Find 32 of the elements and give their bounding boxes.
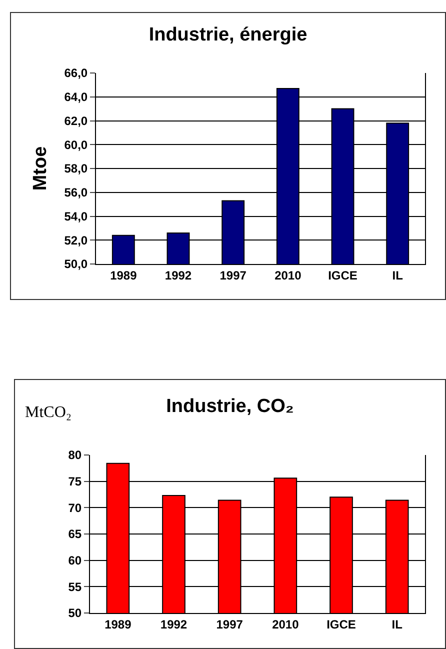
- y-tick-label: 75: [68, 474, 82, 489]
- y-tick-label: 60,0: [64, 138, 88, 152]
- x-tick-label: 1989: [104, 617, 132, 632]
- x-tick-label: 2010: [272, 617, 300, 632]
- x-tick-label: 1989: [110, 268, 138, 282]
- y-tick-label: 70: [68, 500, 82, 515]
- y-tick-label: 54,0: [64, 209, 88, 224]
- x-tick-label: 1997: [220, 268, 247, 282]
- y-tick-label: 55: [68, 580, 82, 594]
- y-tick-label: 64,0: [64, 90, 88, 104]
- x-tick-label: IL: [392, 617, 402, 632]
- chart-title: Industrie, énergie: [148, 24, 308, 46]
- y-tick-label: 58,0: [64, 162, 88, 176]
- y-tick-label: 50,0: [64, 257, 88, 272]
- chart-title: Industrie, CO₂: [166, 396, 294, 418]
- y-tick-label: 60: [68, 554, 82, 568]
- y-tick-label: 56,0: [64, 186, 88, 200]
- y-tick-label: 80: [68, 448, 82, 462]
- x-tick-label: 1992: [160, 617, 188, 632]
- y-tick-label: 52,0: [64, 233, 88, 248]
- x-tick-label: 1992: [164, 268, 192, 282]
- y-tick-label: 65: [68, 527, 82, 542]
- x-tick-label: IGCE: [328, 268, 358, 282]
- x-tick-label: IGCE: [326, 617, 356, 632]
- x-tick-label: 2010: [274, 268, 302, 282]
- y-axis-title: Mtoe: [30, 146, 52, 191]
- y-axis-title: MtCO₂: [25, 404, 72, 421]
- x-tick-label: IL: [392, 268, 403, 282]
- y-tick-label: 50: [68, 606, 82, 620]
- x-tick-label: 1997: [216, 617, 244, 632]
- y-tick-label: 62,0: [64, 114, 88, 128]
- y-tick-label: 66,0: [64, 66, 88, 80]
